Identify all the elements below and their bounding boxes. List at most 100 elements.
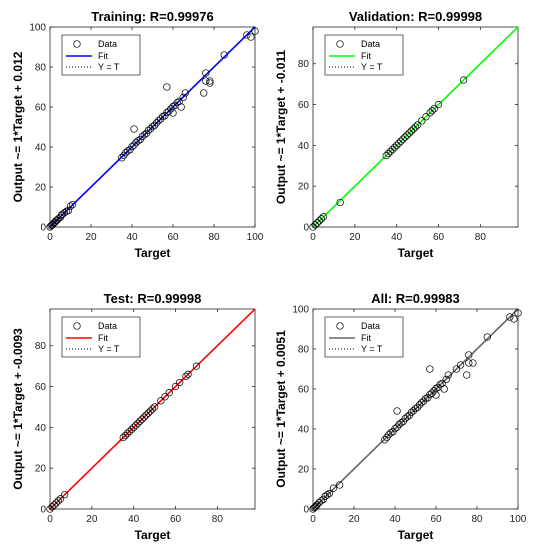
data-point — [68, 200, 77, 209]
data-point — [64, 206, 73, 215]
data-point — [418, 398, 426, 407]
y-axis-label: Output ~= 1*Target + -0.0093 — [11, 328, 25, 490]
y-tick-label: 60 — [298, 100, 310, 111]
y-tick-label: 100 — [292, 305, 309, 316]
data-point — [463, 371, 471, 379]
y-tick-label: 20 — [298, 182, 310, 193]
legend-label: Y = T — [361, 344, 383, 354]
y-tick-label: 40 — [298, 425, 310, 436]
data-point — [140, 413, 148, 421]
data-point — [465, 359, 473, 367]
data-point — [60, 209, 68, 217]
data-point — [323, 491, 332, 499]
data-point — [391, 424, 399, 433]
x-axis-label: Target — [135, 246, 171, 260]
data-point — [247, 33, 255, 41]
data-point — [313, 501, 321, 509]
data-point — [192, 362, 201, 370]
data-point — [123, 429, 132, 438]
data-point — [413, 121, 422, 129]
data-point — [387, 429, 395, 437]
data-point — [52, 499, 60, 507]
fit-line — [49, 26, 256, 228]
data-point — [426, 390, 434, 399]
data-point — [465, 351, 473, 359]
data-point — [514, 309, 522, 317]
data-point — [428, 389, 436, 397]
data-point — [157, 397, 165, 405]
data-point — [317, 215, 326, 223]
data-point — [422, 113, 430, 121]
data-point — [118, 154, 126, 162]
data-point — [173, 98, 181, 107]
x-tick-label: 60 — [170, 514, 182, 525]
data-point — [388, 145, 397, 154]
data-point — [403, 131, 411, 139]
legend-data-marker — [73, 322, 81, 330]
data-point — [200, 89, 208, 97]
data-point — [161, 393, 169, 401]
data-point — [132, 138, 140, 147]
data-point — [154, 116, 163, 125]
data-point — [181, 89, 189, 97]
data-point — [184, 370, 192, 378]
data-point — [384, 149, 392, 158]
y-tick-label: 20 — [35, 183, 47, 194]
x-tick-label: 100 — [247, 232, 264, 243]
data-point — [456, 361, 465, 369]
data-point — [136, 417, 144, 425]
x-tick-label: 0 — [47, 514, 53, 525]
x-tick-label: 20 — [86, 514, 98, 525]
y-tick-label: 0 — [303, 505, 309, 516]
data-point — [150, 403, 159, 411]
legend-label: Data — [98, 39, 117, 49]
data-point — [311, 503, 319, 511]
x-axis-label: Target — [135, 528, 171, 542]
y-tick-label: 80 — [35, 341, 47, 352]
data-point — [430, 104, 438, 113]
data-point — [46, 505, 54, 513]
data-point — [127, 425, 136, 434]
data-point — [405, 129, 413, 137]
x-tick-label: 0 — [310, 232, 316, 243]
data-point — [58, 210, 66, 218]
data-point — [385, 430, 393, 439]
data-point — [202, 77, 210, 85]
chart-title: All: R=0.99983 — [371, 291, 460, 306]
x-tick-label: 0 — [47, 232, 53, 243]
y-tick-label: 100 — [29, 23, 46, 34]
y-tick-label: 20 — [298, 465, 310, 476]
data-point — [163, 83, 171, 91]
x-tick-label: 20 — [349, 232, 361, 243]
data-point — [202, 69, 210, 77]
data-point — [469, 359, 477, 367]
data-point — [459, 76, 468, 84]
data-point — [426, 109, 434, 117]
data-point — [148, 405, 157, 413]
data-point — [206, 77, 214, 85]
data-point — [124, 147, 132, 155]
legend-box — [61, 316, 141, 358]
chart-title: Validation: R=0.99998 — [349, 9, 482, 24]
data-point — [325, 489, 334, 498]
chart-title: Test: R=0.99998 — [104, 291, 202, 306]
data-point — [428, 107, 436, 115]
data-point — [483, 333, 491, 341]
data-point — [152, 119, 161, 127]
data-point — [393, 407, 401, 415]
data-point — [411, 404, 420, 413]
data-point — [393, 141, 401, 150]
legend-label: Y = T — [98, 62, 120, 72]
legend-label: Data — [361, 39, 380, 49]
data-point — [381, 436, 389, 444]
data-point — [144, 409, 152, 417]
data-point — [452, 365, 461, 373]
data-point — [311, 221, 319, 229]
data-point — [510, 315, 518, 323]
data-point — [418, 117, 426, 125]
data-point — [125, 427, 134, 436]
y-tick-label: 60 — [35, 103, 47, 114]
data-point — [171, 382, 180, 391]
legend-label: Data — [98, 321, 117, 331]
